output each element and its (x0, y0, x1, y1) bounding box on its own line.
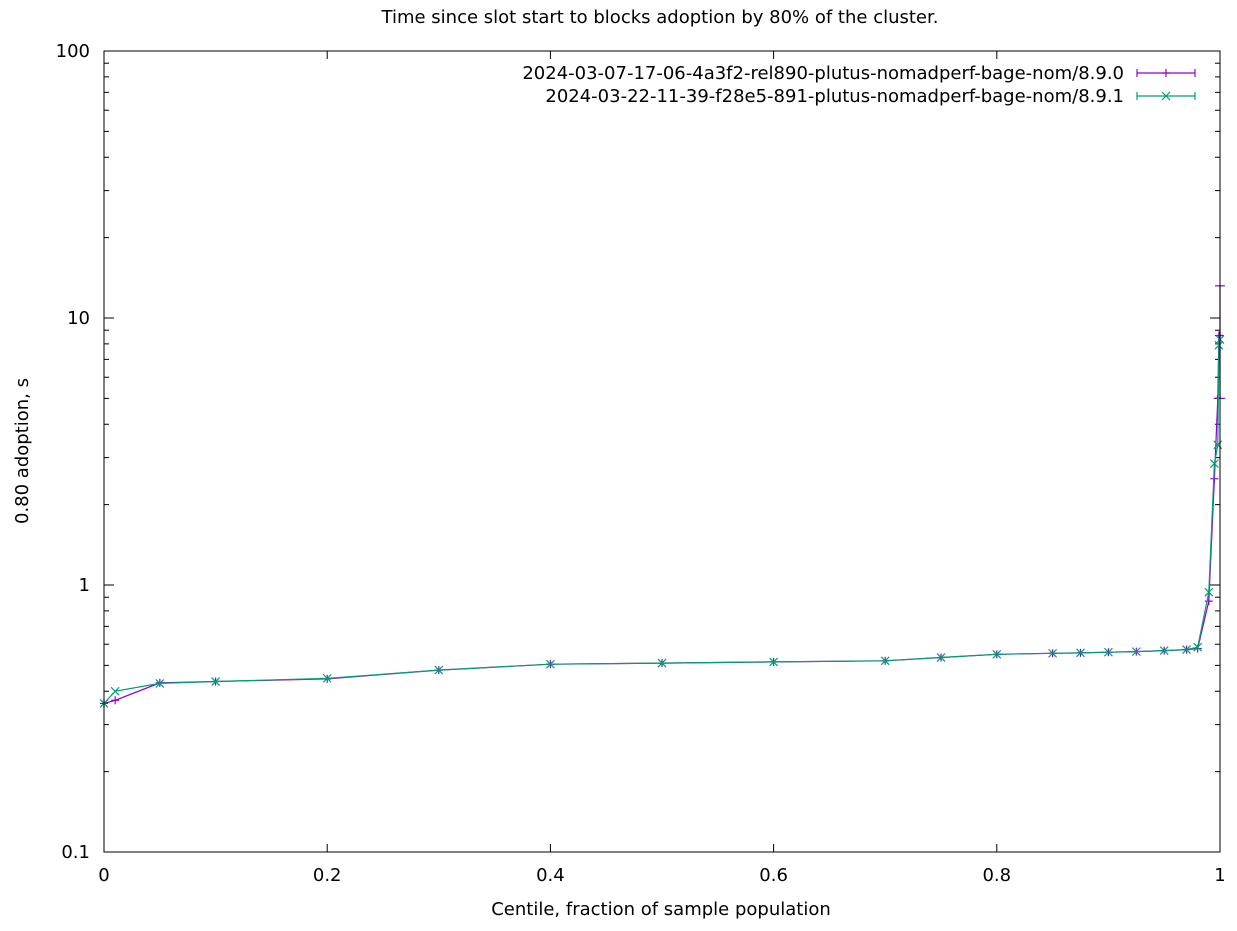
series-2-point-d2 (1159, 646, 1169, 656)
x-tick-label: 0.8 (982, 865, 1011, 886)
y-tick-label: 10 (67, 308, 90, 329)
x-tick-label: 0.2 (313, 865, 342, 886)
series-2-point (1131, 647, 1141, 657)
series-1-point (111, 696, 120, 705)
plot-frame (103, 50, 1221, 853)
x-tick-label: 0 (98, 865, 109, 886)
x-tick-label: 0.4 (536, 865, 565, 886)
series-2-point-d2 (545, 659, 555, 669)
series-2-point (1048, 648, 1058, 658)
series-2-point (1182, 645, 1191, 654)
series-2-point-d2 (1209, 459, 1219, 468)
legend-label-1: 2024-03-07-17-06-4a3f2-rel890-plutus-nom… (522, 63, 1124, 84)
series-1-point (1204, 597, 1213, 606)
series-2-point-d2 (155, 678, 165, 688)
series-2-point-d2 (880, 656, 890, 666)
legend-marker-2 (1161, 91, 1171, 101)
series-2-point-d2 (1103, 647, 1113, 657)
series-2-point (1076, 648, 1085, 658)
series-2-point-d2 (1131, 647, 1141, 657)
legend: 2024-03-07-17-06-4a3f2-rel890-plutus-nom… (522, 63, 1196, 107)
series-line-1 (103, 334, 1220, 705)
y-axis-label: 0.80 adoption, s (12, 378, 33, 524)
series-2-point-d2 (1182, 645, 1191, 654)
series-2-point-d2 (1076, 648, 1085, 658)
x-tick-label: 0.6 (759, 865, 788, 886)
series-2-point-d2 (110, 686, 120, 696)
series-2-point-d2 (1204, 587, 1214, 597)
series-2-point-d2 (769, 657, 779, 667)
series-2-point (657, 658, 667, 668)
series-2-point (936, 653, 946, 662)
series-2-point-d2 (936, 653, 946, 662)
series-2-point-d2 (1214, 340, 1224, 350)
series-2-point-d2 (434, 665, 444, 675)
series-2-point (110, 686, 120, 696)
legend-marker-2-d2 (1161, 91, 1171, 101)
chart-title: Time since slot start to blocks adoption… (381, 7, 939, 28)
series-2-point (1103, 647, 1113, 657)
series-2-point-d2 (1193, 642, 1203, 652)
series-2-point (992, 649, 1002, 659)
y-tick-label: 0.1 (61, 842, 90, 863)
series-2-point (1159, 646, 1169, 656)
series-2-point (880, 656, 890, 666)
series-2-point (1193, 642, 1203, 652)
x-tick-label: 1 (1214, 865, 1225, 886)
series-2-point (322, 673, 332, 683)
series-line-2 (103, 339, 1221, 704)
series-2-point (434, 665, 444, 675)
legend-label-2: 2024-03-22-11-39-f28e5-891-plutus-nomadp… (545, 86, 1124, 107)
x-axis-label: Centile, fraction of sample population (491, 899, 831, 920)
series-2-point-d2 (657, 658, 667, 668)
y-tick-label: 100 (56, 41, 90, 62)
series-2-point (545, 659, 555, 669)
plot-area: 0 0.2 0.4 0.6 0.8 1 0.1 1 10 100 (56, 41, 1226, 886)
series-2-point (769, 657, 779, 667)
series-2-point (1204, 587, 1214, 597)
series-2-point-d2 (992, 649, 1002, 659)
legend-marker-1 (1162, 69, 1170, 77)
y-tick-label: 1 (79, 575, 90, 596)
series-2-point-d2 (211, 677, 221, 686)
series-2-point (155, 678, 165, 688)
series-2-point-d2 (322, 673, 332, 683)
series-2-point-d2 (1048, 648, 1058, 658)
series-2-point (1209, 459, 1219, 468)
series-2-point (211, 677, 221, 686)
